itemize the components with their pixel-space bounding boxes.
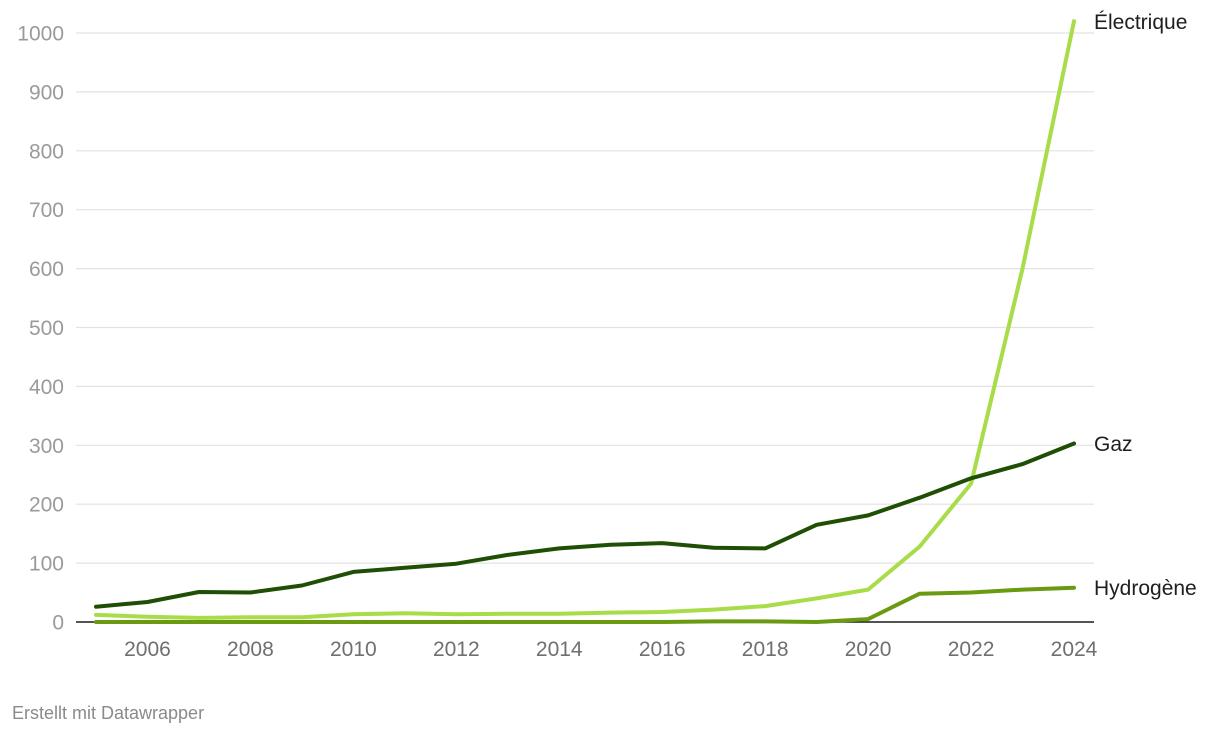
x-tick-label-2014: 2014: [536, 638, 583, 661]
y-tick-label-700: 700: [29, 199, 64, 222]
y-tick-label-200: 200: [29, 494, 64, 517]
y-tick-label-600: 600: [29, 258, 64, 281]
gridlines: [76, 32, 1094, 564]
series-label-electrique: Électrique: [1094, 11, 1187, 34]
series-line-electrique: [94, 19, 1076, 620]
series-label-gaz: Gaz: [1094, 433, 1133, 456]
x-tick-label-2016: 2016: [639, 638, 686, 661]
x-tick-label-2006: 2006: [124, 638, 171, 661]
y-axis: 0 100 200 300 400 500 600 700 800 900 1000: [17, 23, 64, 635]
x-tick-label-2010: 2010: [330, 638, 377, 661]
series-lines: [94, 19, 1076, 624]
series-label-hydrogene: Hydrogène: [1094, 577, 1197, 600]
series-line-gaz: [94, 441, 1076, 609]
x-tick-label-2008: 2008: [227, 638, 274, 661]
y-tick-label-800: 800: [29, 140, 64, 163]
x-tick-label-2012: 2012: [433, 638, 480, 661]
series-line-hydrogene: [94, 585, 1076, 624]
y-tick-label-400: 400: [29, 376, 64, 399]
y-tick-label-100: 100: [29, 553, 64, 576]
y-tick-label-1000: 1000: [17, 23, 64, 46]
y-tick-label-900: 900: [29, 81, 64, 104]
x-axis: 2006 2008 2010 2012 2014 2016 2018 2020 2022 2024: [76, 621, 1098, 661]
y-tick-label-0: 0: [52, 612, 64, 635]
y-tick-label-500: 500: [29, 317, 64, 340]
x-tick-label-2022: 2022: [948, 638, 995, 661]
footer-credit: Erstellt mit Datawrapper: [12, 703, 205, 723]
series-labels: Électrique Gaz Hydrogène: [1094, 11, 1197, 600]
y-tick-label-300: 300: [29, 435, 64, 458]
x-tick-label-2024: 2024: [1051, 638, 1098, 661]
x-tick-label-2018: 2018: [742, 638, 789, 661]
x-tick-label-2020: 2020: [845, 638, 892, 661]
